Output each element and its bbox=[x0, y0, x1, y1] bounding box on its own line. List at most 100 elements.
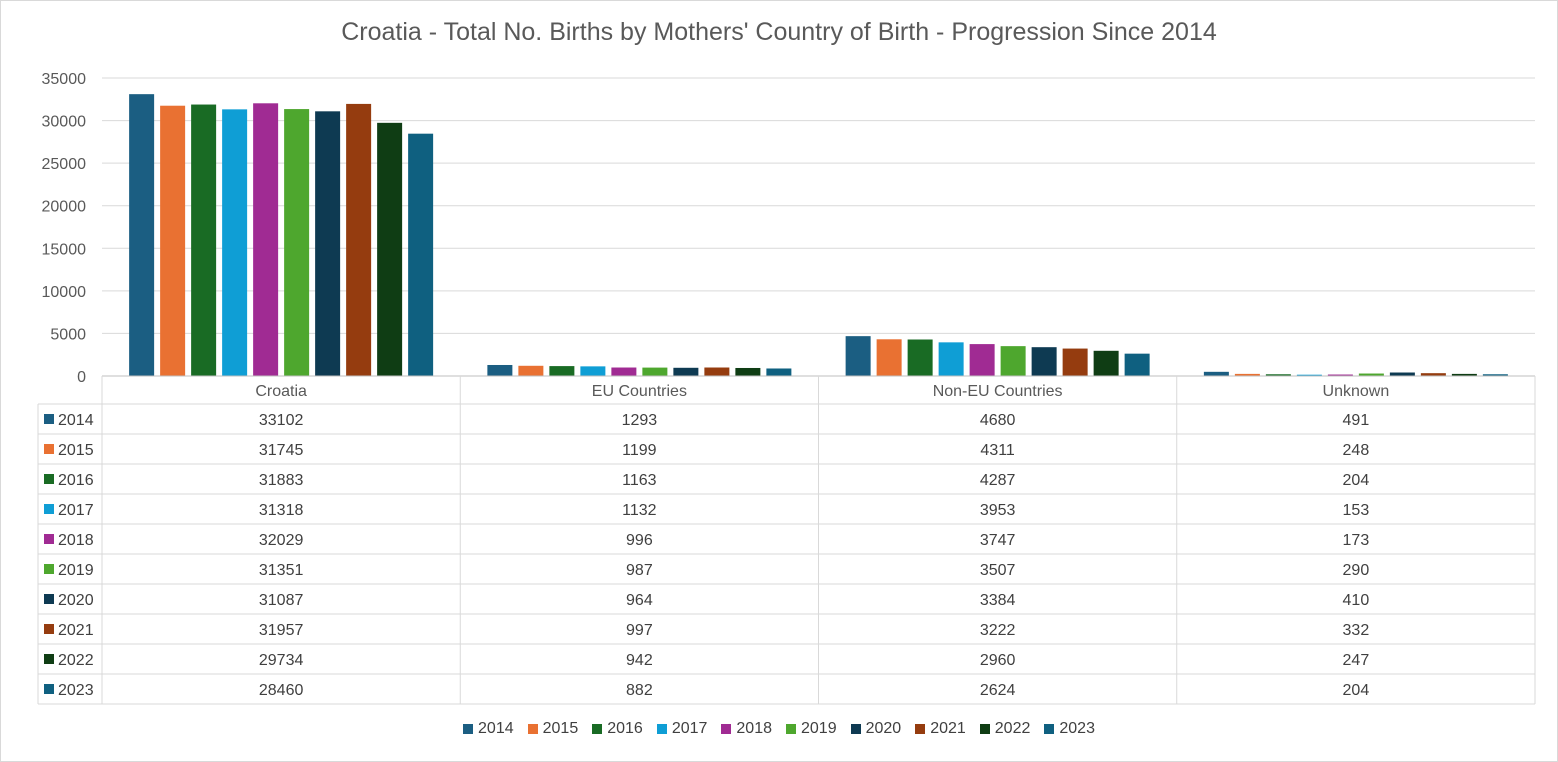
bar bbox=[1358, 373, 1384, 376]
data-label: 204 bbox=[1343, 472, 1370, 489]
bar bbox=[487, 364, 513, 376]
y-tick-label: 5000 bbox=[50, 326, 86, 343]
data-label: 882 bbox=[626, 682, 653, 699]
bar bbox=[315, 111, 341, 376]
data-label: 153 bbox=[1343, 502, 1370, 519]
data-label: 3222 bbox=[980, 622, 1016, 639]
data-label: 4680 bbox=[980, 412, 1016, 429]
legend-label: 2019 bbox=[801, 720, 837, 737]
bar bbox=[222, 109, 248, 376]
bar bbox=[766, 368, 792, 376]
legend-swatch bbox=[656, 724, 667, 734]
bar bbox=[907, 339, 933, 376]
table-legend-key bbox=[44, 474, 54, 484]
legend-label: 2014 bbox=[478, 720, 514, 737]
bar bbox=[969, 344, 995, 376]
table-series-label: 2020 bbox=[58, 592, 94, 609]
table-series-label: 2014 bbox=[58, 412, 94, 429]
bar bbox=[735, 367, 761, 376]
legend-swatch bbox=[979, 724, 990, 734]
legend-label: 2017 bbox=[671, 720, 708, 737]
category-label: Croatia bbox=[255, 383, 307, 400]
data-label: 290 bbox=[1343, 562, 1370, 579]
legend-label: 2021 bbox=[930, 720, 966, 737]
data-label: 33102 bbox=[259, 412, 304, 429]
data-label: 1199 bbox=[622, 442, 657, 459]
bar bbox=[611, 367, 637, 376]
data-label: 1163 bbox=[622, 472, 657, 489]
bar bbox=[1389, 372, 1415, 376]
table-series-label: 2018 bbox=[58, 532, 94, 549]
y-tick-label: 25000 bbox=[42, 156, 87, 173]
category-label: Non-EU Countries bbox=[933, 383, 1063, 400]
bar bbox=[673, 367, 699, 376]
legend-item: 2015 bbox=[527, 720, 579, 738]
legend-item: 2021 bbox=[915, 720, 966, 738]
bar bbox=[253, 103, 279, 376]
data-label: 32029 bbox=[259, 532, 304, 549]
legend-label: 2018 bbox=[736, 720, 772, 737]
data-label: 31745 bbox=[259, 442, 304, 459]
legend-label: 2016 bbox=[607, 720, 643, 737]
data-label: 31883 bbox=[259, 472, 304, 489]
data-label: 987 bbox=[626, 562, 653, 579]
data-label: 491 bbox=[1343, 412, 1370, 429]
data-label: 2960 bbox=[980, 652, 1016, 669]
data-label: 204 bbox=[1343, 682, 1370, 699]
data-label: 996 bbox=[626, 532, 653, 549]
data-label: 410 bbox=[1343, 592, 1370, 609]
table-legend-key bbox=[44, 414, 54, 424]
y-tick-label: 20000 bbox=[42, 199, 87, 216]
legend-swatch bbox=[786, 724, 796, 734]
data-label: 31087 bbox=[259, 592, 304, 609]
table-legend-key bbox=[44, 564, 54, 574]
table-legend-key bbox=[44, 504, 54, 514]
bar bbox=[160, 105, 186, 377]
legend-item: 2017 bbox=[656, 720, 708, 738]
legend-item: 2019 bbox=[786, 720, 837, 738]
legend-item: 2022 bbox=[979, 720, 1031, 738]
bar bbox=[580, 366, 606, 376]
data-label: 248 bbox=[1343, 442, 1370, 459]
legend-label: 2022 bbox=[994, 720, 1031, 737]
category-label: Unknown bbox=[1323, 383, 1390, 400]
table-series-label: 2019 bbox=[58, 562, 94, 579]
bar bbox=[1420, 373, 1446, 376]
category-label: EU Countries bbox=[592, 383, 687, 400]
data-label: 4311 bbox=[980, 442, 1015, 459]
bar bbox=[518, 365, 544, 376]
y-tick-label: 35000 bbox=[42, 71, 87, 88]
legend-item: 2018 bbox=[721, 720, 772, 738]
bar bbox=[408, 133, 434, 376]
bar bbox=[1482, 374, 1508, 376]
table-legend-key bbox=[44, 654, 54, 664]
data-label: 31318 bbox=[259, 502, 304, 519]
legend-swatch bbox=[915, 724, 926, 734]
data-label: 3384 bbox=[980, 592, 1016, 609]
y-tick-label: 30000 bbox=[42, 114, 87, 131]
bar bbox=[1093, 350, 1119, 376]
y-tick-label: 15000 bbox=[42, 241, 87, 258]
legend-swatch bbox=[463, 724, 474, 734]
data-label: 4287 bbox=[980, 472, 1016, 489]
bar bbox=[1451, 373, 1477, 376]
data-label: 28460 bbox=[259, 682, 304, 699]
bar bbox=[876, 339, 902, 376]
data-label: 2624 bbox=[980, 682, 1016, 699]
bar bbox=[1062, 348, 1088, 376]
data-label: 332 bbox=[1343, 622, 1370, 639]
bar bbox=[346, 103, 372, 377]
data-label: 3747 bbox=[980, 532, 1016, 549]
bar bbox=[1203, 371, 1229, 376]
bar bbox=[1296, 374, 1322, 376]
data-label: 1293 bbox=[622, 412, 658, 429]
legend-label: 2015 bbox=[542, 720, 579, 737]
bar bbox=[129, 94, 155, 377]
data-label: 942 bbox=[626, 652, 653, 669]
data-label: 1132 bbox=[622, 502, 657, 519]
bar bbox=[704, 367, 730, 376]
bar bbox=[284, 109, 310, 376]
legend-swatch bbox=[592, 724, 603, 734]
legend-swatch bbox=[850, 724, 861, 734]
